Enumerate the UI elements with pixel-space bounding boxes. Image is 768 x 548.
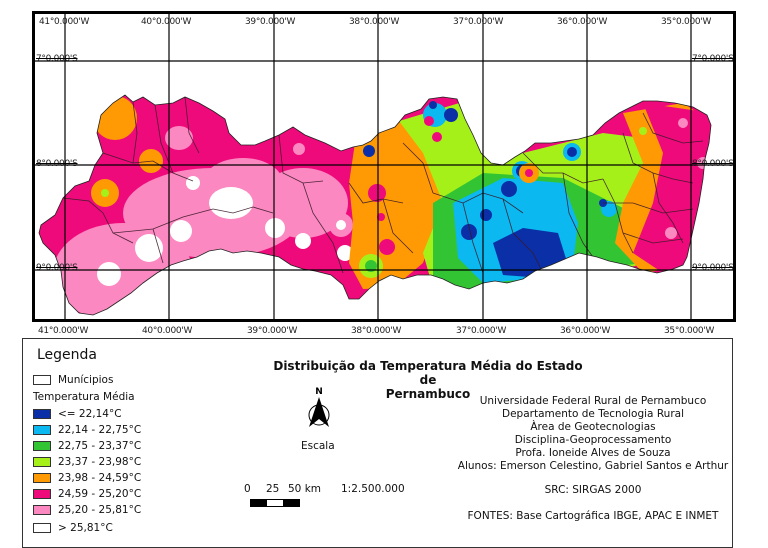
class-5-swatch xyxy=(33,473,51,483)
lon-label-top-41w: 41°0.000'W xyxy=(39,17,90,27)
credit-professor: Profa. Ioneide Alves de Souza xyxy=(515,447,671,459)
legend-item-class-3: 22,75 - 23,37°C xyxy=(33,439,141,453)
credit-sources: FONTES: Base Cartográfica IBGE, APAC E I… xyxy=(467,510,719,522)
temperature-map xyxy=(35,14,733,319)
legend-title: Legenda xyxy=(37,347,98,363)
lon-label-top-37w: 37°0.000'W xyxy=(453,17,504,27)
lat-label-right-7s: 7°0.000'S xyxy=(692,54,734,64)
legend-item-class-4: 23,37 - 23,98°C xyxy=(33,455,141,469)
legend-section-temperature: Temperatura Média xyxy=(33,391,135,403)
lon-label-top-36w: 36°0.000'W xyxy=(557,17,608,27)
municipios-swatch xyxy=(33,375,51,385)
lon-label-bottom-41w: 41°0.000'W xyxy=(38,326,89,336)
lat-label-right-8s: 8°0.000'S xyxy=(692,159,734,169)
scale-tick-25: 25 xyxy=(266,483,280,495)
legend-label-class-8: > 25,81°C xyxy=(58,522,113,534)
legend-item-class-2: 22,14 - 22,75°C xyxy=(33,423,141,437)
credit-discipline: Disciplina-Geoprocessamento xyxy=(514,434,672,446)
credit-department: Departamento de Tecnologia Rural xyxy=(502,408,684,420)
legend-item-class-8: > 25,81°C xyxy=(33,521,113,535)
lon-label-bottom-37w: 37°0.000'W xyxy=(456,326,507,336)
legend-panel: Legenda Munícipios Temperatura Média <= … xyxy=(22,338,733,548)
class-1-swatch xyxy=(33,409,51,419)
lon-label-bottom-39w: 39°0.000'W xyxy=(247,326,298,336)
scale-tick-50: 50 km xyxy=(288,483,322,495)
lon-label-top-39w: 39°0.000'W xyxy=(245,17,296,27)
legend-label-class-4: 23,37 - 23,98°C xyxy=(58,456,142,468)
lon-label-bottom-35w: 35°0.000'W xyxy=(664,326,715,336)
lat-label-left-9s: 9°0.000'S xyxy=(36,263,78,273)
lat-label-left-7s: 7°0.000'S xyxy=(36,54,78,64)
lon-label-bottom-40w: 40°0.000'W xyxy=(142,326,193,336)
class-6-swatch xyxy=(33,489,51,499)
legend-label-class-6: 24,59 - 25,20°C xyxy=(58,488,142,500)
legend-item-class-6: 24,59 - 25,20°C xyxy=(33,487,141,501)
scale-bar xyxy=(250,499,300,507)
scale-ratio: 1:2.500.000 xyxy=(341,483,405,495)
map-title: Distribuição da Temperatura Média do Est… xyxy=(263,359,593,401)
lon-label-bottom-36w: 36°0.000'W xyxy=(560,326,611,336)
map-title-line-1: Distribuição da Temperatura Média do Est… xyxy=(273,359,583,387)
legend-label-municipios: Munícipios xyxy=(58,374,114,386)
class-4-swatch xyxy=(33,457,51,467)
lon-label-top-35w: 35°0.000'W xyxy=(661,17,712,27)
legend-item-class-1: <= 22,14°C xyxy=(33,407,122,421)
lon-label-top-40w: 40°0.000'W xyxy=(141,17,192,27)
class-3-swatch xyxy=(33,441,51,451)
legend-item-municipios: Munícipios xyxy=(33,373,113,387)
lat-label-right-9s: 9°0.000'S xyxy=(692,263,734,273)
north-label: N xyxy=(315,387,323,397)
map-frame: 41°0.000'W 40°0.000'W 39°0.000'W 38°0.00… xyxy=(32,11,736,322)
class-2-swatch xyxy=(33,425,51,435)
legend-label-class-2: 22,14 - 22,75°C xyxy=(58,424,142,436)
scale-labels: 0 25 50 km 1:2.500.000 xyxy=(244,483,405,495)
lon-label-top-38w: 38°0.000'W xyxy=(349,17,400,27)
credit-university: Universidade Federal Rural de Pernambuco xyxy=(479,395,707,407)
class-8-swatch xyxy=(33,523,51,533)
legend-item-class-5: 23,98 - 24,59°C xyxy=(33,471,141,485)
credit-students: Alunos: Emerson Celestino, Gabriel Santo… xyxy=(457,460,729,472)
credit-crs: SRC: SIRGAS 2000 xyxy=(544,484,642,496)
legend-label-class-5: 23,98 - 24,59°C xyxy=(58,472,142,484)
legend-label-class-7: 25,20 - 25,81°C xyxy=(58,504,142,516)
north-arrow-icon: N xyxy=(308,387,330,427)
scale-tick-0: 0 xyxy=(244,483,251,495)
lon-label-bottom-38w: 38°0.000'W xyxy=(351,326,402,336)
map-title-line-2: Pernambuco xyxy=(385,387,471,401)
class-7-swatch xyxy=(33,505,51,515)
legend-item-class-7: 25,20 - 25,81°C xyxy=(33,503,141,517)
scale-title: Escala xyxy=(301,440,335,452)
credit-area: Àrea de Geotecnologias xyxy=(530,421,656,433)
legend-label-class-1: <= 22,14°C xyxy=(58,408,122,420)
legend-label-class-3: 22,75 - 23,37°C xyxy=(58,440,142,452)
lat-label-left-8s: 8°0.000'S xyxy=(36,159,78,169)
